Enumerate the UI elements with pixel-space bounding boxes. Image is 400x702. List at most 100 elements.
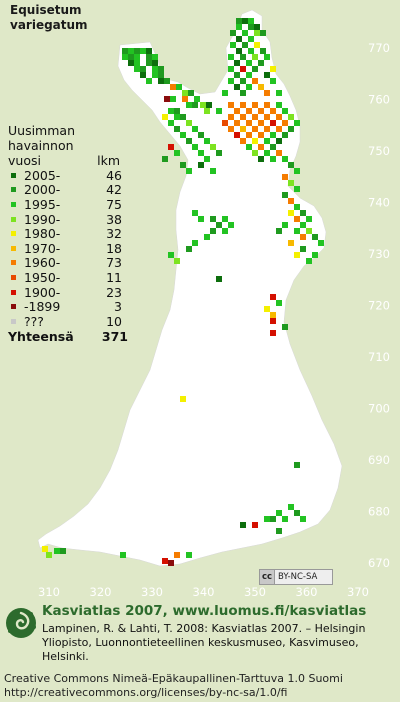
occurrence-square (180, 114, 186, 120)
occurrence-square (234, 120, 240, 126)
occurrence-square (240, 522, 246, 528)
grid-x-label: 350 (244, 585, 266, 599)
occurrence-square (46, 552, 52, 558)
occurrence-square (288, 504, 294, 510)
legend-row-count: 42 (106, 182, 122, 198)
occurrence-square (228, 126, 234, 132)
occurrence-square (252, 114, 258, 120)
occurrence-square (252, 150, 258, 156)
occurrence-square (204, 138, 210, 144)
occurrence-square (158, 78, 164, 84)
legend-row: 2000- 42 (8, 182, 136, 198)
occurrence-square (234, 132, 240, 138)
occurrence-square (210, 216, 216, 222)
occurrence-square (186, 246, 192, 252)
occurrence-square (216, 222, 222, 228)
occurrence-square (312, 252, 318, 258)
occurrence-square (282, 516, 288, 522)
occurrence-square (128, 48, 134, 54)
occurrence-square (158, 66, 164, 72)
occurrence-square (270, 144, 276, 150)
occurrence-square (176, 84, 182, 90)
occurrence-square (168, 252, 174, 258)
occurrence-square (264, 516, 270, 522)
occurrence-square (236, 24, 242, 30)
legend-row: 1990- 38 (8, 212, 136, 227)
legend-row-count: 46 (106, 167, 122, 183)
occurrence-square (276, 102, 282, 108)
occurrence-square (140, 48, 146, 54)
grid-x-label: 320 (90, 585, 112, 599)
occurrence-square (204, 108, 210, 114)
species-title-line1: Equisetum (10, 3, 82, 17)
occurrence-square (240, 90, 246, 96)
occurrence-square (146, 78, 152, 84)
legend-row-count: 18 (106, 240, 122, 256)
legend-row: -1899 3 (8, 299, 136, 314)
occurrence-square (228, 66, 234, 72)
occurrence-square (254, 42, 260, 48)
occurrence-square (282, 132, 288, 138)
occurrence-square (198, 132, 204, 138)
legend-row-label: 1960- (24, 255, 61, 271)
occurrence-square (300, 246, 306, 252)
occurrence-square (140, 72, 146, 78)
cc-license-badge[interactable]: cc BY-NC-SA (259, 569, 333, 585)
occurrence-square (300, 210, 306, 216)
occurrence-square (186, 120, 192, 126)
occurrence-square (146, 48, 152, 54)
occurrence-square (294, 252, 300, 258)
occurrence-square (134, 48, 140, 54)
occurrence-square (192, 210, 198, 216)
occurrence-square (186, 102, 192, 108)
occurrence-square (252, 54, 258, 60)
occurrence-square (258, 60, 264, 66)
legend-total: Yhteensä 371 (8, 329, 136, 344)
legend-total-label: Yhteensä (8, 328, 74, 344)
occurrence-square (122, 48, 128, 54)
occurrence-square (186, 138, 192, 144)
occurrence-square (270, 516, 276, 522)
legend-row-count: 23 (106, 284, 122, 300)
legend-column-headers: vuosi lkm (8, 153, 120, 168)
occurrence-square (294, 228, 300, 234)
occurrence-square (276, 300, 282, 306)
legend-header-line2: havainnon (8, 138, 74, 153)
citation-text: Lampinen, R. & Lahti, T. 2008: Kasviatla… (42, 622, 366, 663)
occurrence-square (276, 90, 282, 96)
occurrence-square (228, 102, 234, 108)
occurrence-square (288, 114, 294, 120)
occurrence-square (248, 36, 254, 42)
occurrence-square (140, 66, 146, 72)
occurrence-square (188, 90, 194, 96)
occurrence-square (294, 186, 300, 192)
occurrence-square (300, 222, 306, 228)
occurrence-square (258, 84, 264, 90)
occurrence-square (306, 228, 312, 234)
grid-x-label: 370 (347, 585, 369, 599)
occurrence-square (294, 510, 300, 516)
occurrence-square (246, 108, 252, 114)
occurrence-square (134, 54, 140, 60)
occurrence-square (276, 228, 282, 234)
site-title[interactable]: Kasviatlas 2007, www.luomus.fi/kasviatla… (42, 603, 367, 619)
occurrence-square (170, 96, 176, 102)
grid-y-label: 710 (368, 350, 390, 364)
occurrence-square (146, 54, 152, 60)
legend-row: 2005- 46 (8, 168, 136, 183)
legend-row: 1900- 23 (8, 285, 136, 300)
license-line2[interactable]: http://creativecommons.org/licenses/by-n… (4, 686, 288, 699)
occurrence-square (270, 120, 276, 126)
occurrence-square (260, 48, 266, 54)
occurrence-square (228, 78, 234, 84)
legend-swatch (11, 216, 16, 222)
grid-y-label: 680 (368, 505, 390, 519)
grid-x-label: 330 (141, 585, 163, 599)
grid-y-label: 750 (368, 144, 390, 158)
occurrence-square (198, 216, 204, 222)
occurrence-square (260, 30, 266, 36)
grid-y-label: 760 (368, 93, 390, 107)
distribution-map: 770 760 750 740 730 720 710 700 690 680 670 310 320 3… (8, 3, 390, 599)
legend-row-count: 73 (106, 255, 122, 271)
occurrence-square (152, 60, 158, 66)
